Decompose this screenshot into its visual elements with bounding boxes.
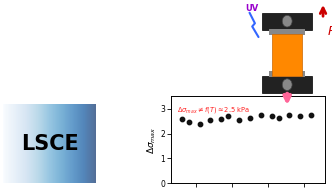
Point xyxy=(208,119,213,122)
Bar xyxy=(262,76,312,93)
Text: UV: UV xyxy=(245,4,258,13)
Point xyxy=(218,117,224,120)
Point xyxy=(186,121,192,124)
Point xyxy=(226,115,231,118)
Point xyxy=(197,122,203,125)
Point xyxy=(308,114,314,117)
Point xyxy=(287,114,292,117)
Bar xyxy=(262,13,312,30)
Bar xyxy=(269,29,305,35)
Point xyxy=(297,115,303,118)
Point xyxy=(179,117,184,120)
Bar xyxy=(269,71,305,77)
Text: $\Delta\sigma_{max} \neq f(T) \approx 2.5\ \mathrm{kPa}$: $\Delta\sigma_{max} \neq f(T) \approx 2.… xyxy=(177,105,250,115)
Point xyxy=(236,119,242,122)
Circle shape xyxy=(282,15,292,27)
Point xyxy=(247,116,253,119)
Point xyxy=(276,116,281,119)
Text: $\mathit{F}$: $\mathit{F}$ xyxy=(327,25,332,38)
Point xyxy=(269,115,274,118)
Y-axis label: $\Delta\sigma_{max}$: $\Delta\sigma_{max}$ xyxy=(145,126,158,154)
Circle shape xyxy=(282,79,292,91)
Bar xyxy=(272,34,302,76)
Point xyxy=(258,114,263,117)
Text: LSCE: LSCE xyxy=(21,134,79,154)
